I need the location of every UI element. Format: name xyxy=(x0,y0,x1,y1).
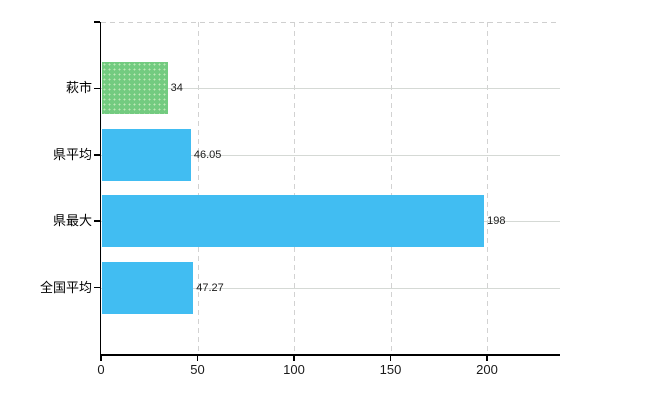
bar-value-label: 46.05 xyxy=(193,148,222,161)
bar xyxy=(102,195,485,248)
category-label: 県平均 xyxy=(52,146,92,162)
y-axis-tick xyxy=(93,154,100,156)
x-axis-line xyxy=(99,354,560,356)
x-axis-tick xyxy=(389,355,392,361)
bar-value-label: 198 xyxy=(487,215,506,228)
gridline-vertical xyxy=(487,22,488,354)
y-axis-line xyxy=(99,22,101,355)
x-tick-label: 50 xyxy=(190,362,205,377)
bar xyxy=(102,261,194,314)
y-axis-top-tick xyxy=(93,21,100,23)
gridline-vertical xyxy=(294,22,295,354)
gridline-vertical xyxy=(390,22,392,354)
plot-top-border xyxy=(101,22,560,23)
gridline-vertical xyxy=(197,22,199,354)
plot-area: 0 50 100 150 200 34 萩市 46.05 県平均 198 県最大 47.27 全国平均 xyxy=(40,21,560,377)
bar-value-label: 34 xyxy=(170,82,183,95)
x-tick-label: 0 xyxy=(97,362,105,377)
category-label: 県最大 xyxy=(52,213,92,229)
x-tick-label: 150 xyxy=(379,362,402,377)
gridline-horizontal xyxy=(101,88,560,90)
gridline-horizontal xyxy=(101,287,560,289)
bar xyxy=(102,62,168,115)
y-axis-tick xyxy=(93,220,100,222)
x-axis-tick xyxy=(196,355,199,361)
gridline-horizontal xyxy=(101,154,560,156)
category-label: 全国平均 xyxy=(39,279,92,295)
bar-value-label: 47.27 xyxy=(196,281,224,294)
category-label: 萩市 xyxy=(65,80,92,96)
x-tick-label: 200 xyxy=(476,362,498,377)
x-tick-label: 100 xyxy=(283,362,305,377)
x-axis-tick xyxy=(293,355,295,361)
y-axis-tick xyxy=(93,286,100,289)
x-axis-tick xyxy=(100,355,102,361)
x-axis-tick xyxy=(486,355,488,361)
bar xyxy=(102,128,191,181)
y-axis-tick xyxy=(93,87,100,90)
